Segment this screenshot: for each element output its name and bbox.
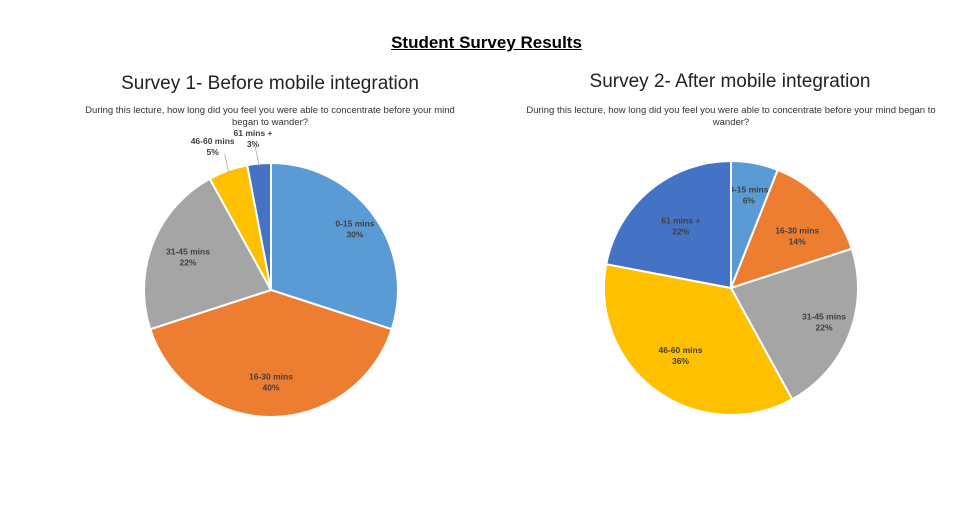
chart1-subtitle: During this lecture, how long did you fe… — [85, 105, 455, 128]
slice-category-label-2-2: 16-30 mins — [775, 225, 819, 235]
leader-line-1-5 — [254, 145, 260, 167]
slice-value-label-1-4: 5% — [207, 147, 220, 157]
slice-category-label-2-3: 31-45 mins — [802, 312, 846, 322]
slice-value-label-1-5: 3% — [247, 139, 260, 149]
leader-line-1-4 — [224, 154, 230, 173]
pie-slice-1-3 — [143, 177, 273, 331]
chart2-subtitle: During this lecture, how long did you fe… — [526, 105, 936, 128]
chart1-title: Survey 1- Before mobile integration — [121, 73, 419, 94]
pie-slice-1-1 — [270, 161, 399, 331]
page-title: Student Survey Results — [391, 33, 582, 52]
slice-category-label-1-4: 46-60 mins — [191, 136, 235, 146]
slice-value-label-1-3: 22% — [179, 257, 196, 267]
pie-slice-2-5 — [605, 159, 732, 290]
slice-value-label-2-1: 6% — [743, 195, 756, 205]
pie-slice-2-4 — [603, 263, 794, 416]
chart2-title: Survey 2- After mobile integration — [589, 71, 871, 92]
slice-value-label-2-2: 14% — [789, 236, 806, 246]
slice-category-label-2-5: 61 mins + — [661, 215, 700, 225]
slice-category-label-2-1: 0-15 mins — [729, 184, 768, 194]
slice-value-label-1-1: 30% — [346, 229, 363, 239]
slice-category-label-1-5: 61 mins + — [234, 128, 273, 138]
slice-value-label-2-4: 36% — [672, 356, 689, 366]
pie-slice-1-2 — [148, 288, 394, 418]
slice-category-label-1-2: 16-30 mins — [249, 371, 293, 381]
slice-category-label-1-3: 31-45 mins — [166, 246, 210, 256]
slice-category-label-2-4: 46-60 mins — [659, 345, 703, 355]
slice-value-label-2-5: 22% — [672, 226, 689, 236]
pie-slice-2-3 — [729, 247, 859, 401]
slice-value-label-1-2: 40% — [262, 382, 279, 392]
slice-category-label-1-1: 0-15 mins — [335, 218, 374, 228]
slice-value-label-2-3: 22% — [816, 323, 833, 333]
